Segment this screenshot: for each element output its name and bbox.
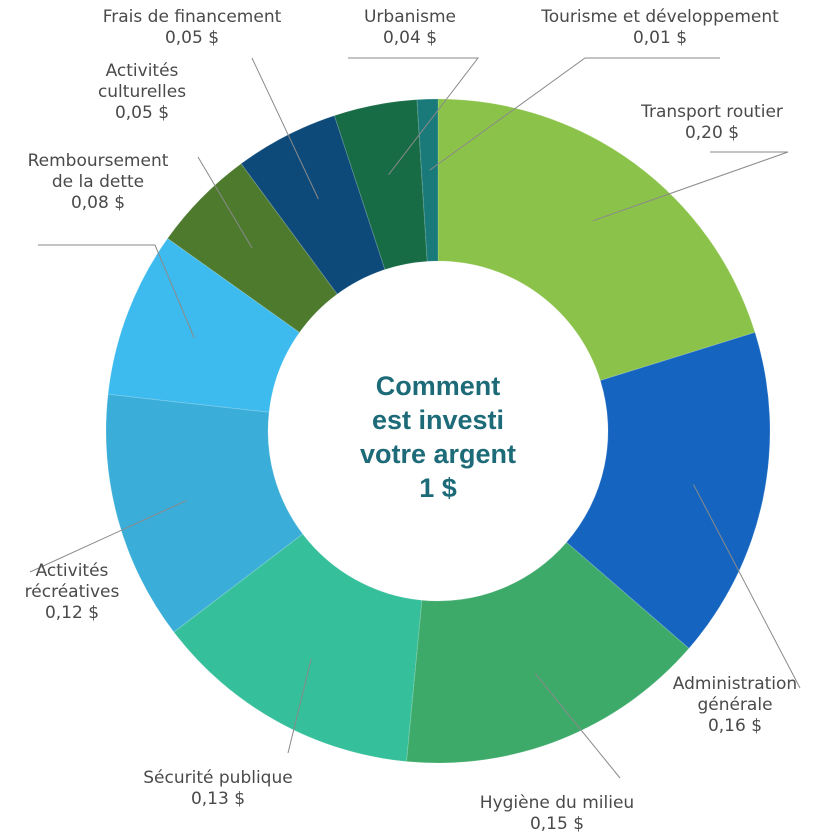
center-line-1: Comment — [376, 371, 501, 401]
slice-10 — [416, 98, 439, 262]
slice-value-label: 0,05 $ — [165, 28, 219, 48]
slice-6 — [107, 237, 301, 413]
slice-5 — [105, 393, 304, 633]
slice-category-label: Administration — [673, 674, 797, 694]
slice-category-label: de la dette — [52, 172, 144, 192]
leader-line-5 — [29, 500, 187, 573]
slice-3 — [405, 541, 690, 764]
leader-line-10 — [429, 57, 720, 171]
center-line-4: 1 $ — [419, 473, 457, 503]
slice-value-label: 0,20 $ — [685, 123, 739, 143]
center-text: Comment est investi votre argent 1 $ — [360, 371, 516, 503]
leader-line-8 — [251, 57, 319, 200]
slice-category-label: Transport routier — [640, 102, 783, 122]
slice-2 — [565, 331, 771, 650]
slice-8 — [240, 114, 386, 295]
center-line-2: est investi — [372, 405, 504, 435]
slice-value-label: 0,01 $ — [633, 28, 687, 48]
leader-line-6 — [38, 244, 195, 339]
slice-category-label: Remboursement — [28, 151, 169, 171]
slice-category-label: Activités — [36, 561, 109, 581]
slice-category-label: Sécurité publique — [143, 768, 292, 788]
slice-category-label: culturelles — [98, 82, 186, 102]
leader-lines — [29, 57, 801, 779]
leader-line-7 — [197, 156, 253, 249]
slice-category-label: Tourisme et développement — [540, 7, 779, 27]
slice-value-label: 0,05 $ — [115, 103, 169, 123]
slice-9 — [333, 99, 428, 271]
slice-value-label: 0,15 $ — [530, 814, 584, 834]
slice-4 — [173, 533, 423, 763]
slice-category-label: Hygiène du milieu — [480, 793, 634, 813]
slice-value-label: 0,13 $ — [191, 789, 245, 809]
slice-value-label: 0,16 $ — [708, 716, 762, 736]
slice-value-label: 0,08 $ — [71, 193, 125, 213]
leader-line-4 — [287, 658, 312, 754]
slice-value-label: 0,04 $ — [383, 28, 437, 48]
slice-category-label: Urbanisme — [364, 7, 456, 27]
leader-line-9 — [348, 57, 480, 176]
slice-category-label: récréatives — [25, 582, 120, 602]
leader-line-1 — [592, 151, 789, 222]
slice-category-label: générale — [697, 695, 772, 715]
slices — [105, 98, 771, 764]
slice-category-label: Frais de financement — [103, 7, 282, 27]
slice-1 — [437, 98, 756, 382]
center-line-3: votre argent — [360, 439, 516, 469]
slice-value-label: 0,12 $ — [45, 603, 99, 623]
leader-line-3 — [534, 672, 621, 779]
leader-line-2 — [693, 484, 801, 689]
slice-category-label: Activités — [106, 61, 179, 81]
